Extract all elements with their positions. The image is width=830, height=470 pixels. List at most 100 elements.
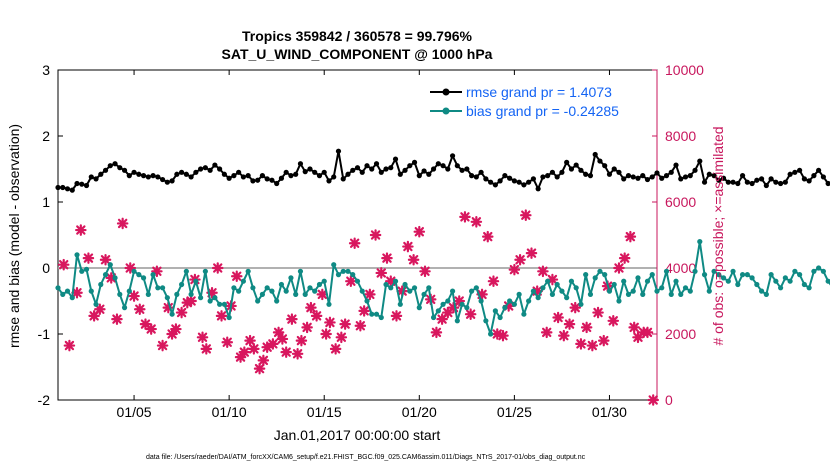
obs-marker (520, 209, 532, 221)
bias-point (716, 272, 722, 278)
rmse-point (492, 182, 498, 188)
rmse-point (716, 177, 722, 183)
bias-point (107, 262, 113, 268)
rmse-point (293, 171, 299, 177)
obs-marker (419, 265, 431, 278)
obs-marker (369, 229, 382, 241)
obs-marker (156, 339, 169, 352)
obs-marker (375, 267, 388, 279)
rmse-point (720, 175, 727, 181)
obs-marker (442, 306, 454, 319)
plot-frame (57, 69, 658, 401)
obs-marker (580, 321, 593, 334)
bias-point (364, 298, 370, 304)
obs-marker (267, 338, 279, 350)
rmse-point (597, 158, 603, 164)
rmse-point (121, 167, 128, 173)
obs-marker (597, 334, 610, 347)
bias-point (797, 272, 803, 278)
x-axis-ticks: 01/05 01/10 01/15 01/20 01/25 01/30 (117, 70, 627, 420)
rmse-point (754, 177, 760, 183)
obs-marker (286, 313, 298, 325)
obs-marker (215, 310, 228, 322)
bias-point (825, 278, 830, 284)
y-axis-right-label: # of obs: o=possible; ×=assimilated (710, 126, 726, 345)
bias-point (373, 311, 380, 317)
obs-marker (436, 313, 448, 325)
bias-point (121, 305, 128, 311)
obs-marker (586, 339, 599, 352)
bias-point (583, 272, 589, 278)
bias-point (768, 272, 774, 278)
obs-marker (170, 323, 182, 335)
rmse-point (673, 162, 679, 168)
bias-point (430, 314, 437, 321)
rmse-point (126, 173, 132, 179)
obs-marker (139, 318, 152, 330)
rmse-point (507, 175, 513, 181)
bias-point (326, 301, 332, 307)
bias-point (754, 281, 760, 288)
rmse-point (307, 166, 313, 172)
bias-point (183, 268, 189, 274)
rmse-point (592, 151, 598, 158)
bias-point (83, 266, 90, 272)
obs-marker (280, 346, 292, 358)
obs-marker (272, 326, 285, 339)
rmse-point (820, 174, 826, 180)
rmse-point (511, 178, 517, 184)
y-axis-left-label: rmse and bias (model - observation) (6, 124, 22, 348)
bias-point (245, 268, 251, 274)
rmse-point (454, 163, 460, 169)
bias-point (521, 311, 527, 317)
rmse-point (69, 187, 75, 193)
obs-marker (181, 296, 194, 309)
obs-marker (624, 230, 637, 243)
rmse-point (411, 159, 418, 165)
obs-marker (301, 321, 313, 334)
obs-marker (647, 394, 659, 406)
bias-point (787, 278, 793, 284)
bias-point (236, 288, 242, 294)
x-tick-label: 01/20 (402, 404, 437, 420)
bias-point (321, 278, 327, 284)
obs-marker (200, 343, 213, 355)
bias-point (678, 291, 684, 297)
obs-marker (563, 318, 576, 330)
rmse-point (183, 171, 189, 177)
obs-marker (628, 321, 640, 334)
bias-point (74, 252, 80, 258)
y-left-tick-label: 1 (42, 194, 50, 210)
obs-marker (133, 303, 146, 316)
rmse-point (549, 169, 556, 175)
y-right-tick-label: 10000 (665, 62, 704, 78)
obs-marker (396, 285, 408, 297)
bias-point (297, 268, 304, 274)
bias-point (155, 285, 161, 291)
obs-marker (310, 310, 323, 322)
rmse-point (782, 179, 788, 185)
rmse-point (255, 177, 261, 183)
rmse-point (735, 180, 741, 187)
bias-point (240, 278, 246, 284)
obs-marker (166, 328, 178, 340)
rmse-point (725, 179, 731, 185)
bias-point (488, 331, 494, 337)
rmse-point (378, 169, 384, 175)
rmse-point (706, 171, 712, 177)
obs-marker (295, 334, 308, 347)
bias-point (568, 278, 575, 284)
bias-point (259, 291, 266, 297)
bias-point (616, 298, 622, 304)
rmse-point (283, 169, 289, 175)
rmse-point (478, 169, 484, 175)
bias-point (549, 291, 556, 297)
rmse-point (392, 156, 399, 162)
obs-marker (487, 275, 500, 287)
bias-point (60, 291, 66, 297)
rmse-point (112, 161, 118, 167)
rmse-point (744, 179, 750, 185)
rmse-point (739, 173, 746, 179)
rmse-point (136, 171, 142, 177)
bias-point (411, 285, 418, 291)
